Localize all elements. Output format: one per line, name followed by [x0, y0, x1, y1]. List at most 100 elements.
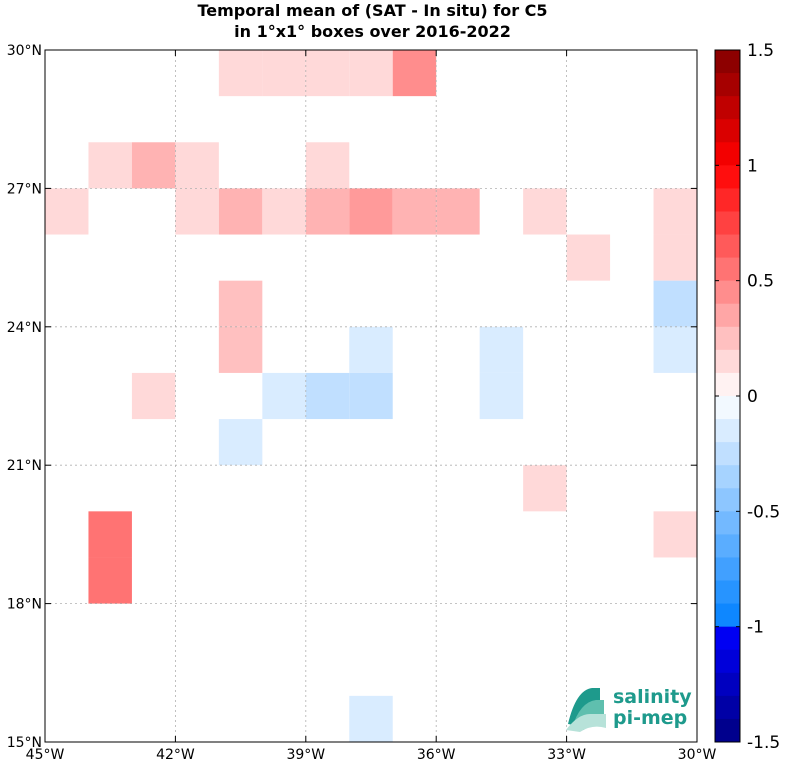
salinity-pi-mep-logo: salinity pi-mep	[566, 684, 696, 732]
data-cell	[131, 372, 176, 420]
data-cell	[653, 326, 697, 373]
colorbar-segment	[715, 326, 740, 351]
colorbar-segment	[715, 580, 740, 605]
x-tick-label: 45°W	[26, 747, 65, 763]
data-cell	[88, 142, 132, 189]
colorbar-segment	[715, 557, 740, 582]
colorbar-tick-label: -1.5	[747, 733, 780, 753]
data-cell	[436, 188, 480, 235]
colorbar-segment	[715, 442, 740, 466]
colorbar-segment	[715, 280, 740, 305]
colorbar-segment	[715, 96, 740, 120]
data-cell	[175, 188, 219, 235]
data-cell	[479, 326, 524, 373]
colorbar-segment	[715, 349, 740, 374]
data-cell	[349, 326, 393, 373]
data-cell	[218, 50, 263, 97]
colorbar-segment	[715, 488, 740, 512]
data-cell	[653, 511, 697, 558]
chart-title: Temporal mean of (SAT - In situ) for C5 …	[0, 0, 745, 42]
data-cell	[262, 188, 306, 235]
colorbar-segment	[715, 649, 740, 674]
data-cell	[349, 188, 393, 235]
data-cell	[218, 188, 263, 235]
colorbar-segment	[715, 603, 740, 628]
colorbar-tick-label: 0	[747, 387, 758, 407]
colorbar-tick-label: -1	[747, 618, 764, 638]
data-cell	[262, 50, 306, 97]
colorbar-segment	[715, 511, 740, 535]
x-tick-label: 39°W	[286, 747, 325, 763]
data-cells	[45, 50, 697, 742]
data-cell	[218, 280, 263, 327]
colorbar-segment	[715, 465, 740, 489]
data-cell	[45, 188, 89, 235]
data-cell	[566, 234, 611, 281]
axis-ticks: 45°W 42°W 39°W 36°W 33°W 30°W 15°N 18°N 21°N 24°N…	[7, 43, 717, 763]
data-cell	[653, 188, 697, 235]
colorbar-segment	[715, 718, 740, 743]
y-tick-label: 18°N	[7, 597, 42, 613]
data-cell	[218, 326, 263, 373]
x-tick-label: 42°W	[156, 747, 195, 763]
data-cell	[349, 695, 393, 742]
data-cell	[88, 557, 132, 604]
colorbar-segment	[715, 695, 740, 720]
x-tick-label: 33°W	[547, 747, 586, 763]
colorbar-segment	[715, 211, 740, 236]
data-cell	[653, 234, 697, 281]
data-cell	[523, 188, 567, 235]
data-cell	[523, 465, 567, 512]
x-tick-label: 30°W	[678, 747, 717, 763]
data-cell	[349, 372, 393, 420]
colorbar-segment	[715, 119, 740, 143]
colorbar-tick-label: 0.5	[747, 272, 774, 292]
data-cell	[262, 372, 306, 420]
colorbar-segment	[715, 234, 740, 259]
data-cell	[479, 372, 524, 420]
logo-text-pimep: pi-mep	[613, 707, 687, 729]
colorbar-tick-label: -0.5	[747, 502, 780, 522]
colorbar-segment	[715, 142, 740, 166]
y-tick-label: 24°N	[7, 320, 42, 336]
colorbar-segment	[715, 626, 740, 651]
colorbar-segment	[715, 165, 740, 189]
plot-frame	[44, 49, 698, 743]
x-tick-label: 36°W	[417, 747, 456, 763]
colorbar-segment	[715, 672, 740, 697]
colorbar-segment	[715, 534, 740, 558]
colorbar-tick-label: 1.5	[747, 41, 774, 61]
y-tick-label: 27°N	[7, 181, 42, 197]
colorbar-segment	[715, 257, 740, 282]
data-cell	[88, 511, 132, 558]
colorbar-segment	[715, 419, 740, 443]
colorbar-segment	[715, 188, 740, 212]
data-cell	[392, 188, 437, 235]
grid-lines	[45, 50, 697, 742]
y-tick-label: 21°N	[7, 458, 42, 474]
chart-title-line-1: Temporal mean of (SAT - In situ) for C5	[197, 1, 548, 20]
colorbar-segment	[715, 396, 740, 420]
data-cell	[305, 372, 350, 420]
colorbar-segment	[715, 73, 740, 97]
data-cell	[349, 50, 393, 97]
colorbar: 1.5 1 0.5 0 -0.5 -1 -1.5	[714, 41, 780, 753]
y-tick-label: 15°N	[7, 735, 42, 751]
data-cell	[131, 142, 176, 189]
data-cell	[305, 50, 350, 97]
y-tick-label: 30°N	[7, 43, 42, 59]
data-cell	[305, 142, 350, 189]
data-cell	[305, 188, 350, 235]
logo-text-salinity: salinity	[613, 686, 692, 708]
colorbar-tick-label: 1	[747, 156, 758, 176]
salinity-waves-icon	[566, 688, 606, 732]
data-cell	[653, 280, 697, 327]
data-cell	[218, 419, 263, 466]
data-cell	[392, 50, 437, 97]
chart-title-line-2: in 1°x1° boxes over 2016-2022	[234, 22, 511, 41]
data-cell	[175, 142, 219, 189]
colorbar-segment	[715, 303, 740, 328]
colorbar-segment	[715, 372, 740, 397]
colorbar-segment	[715, 50, 740, 74]
